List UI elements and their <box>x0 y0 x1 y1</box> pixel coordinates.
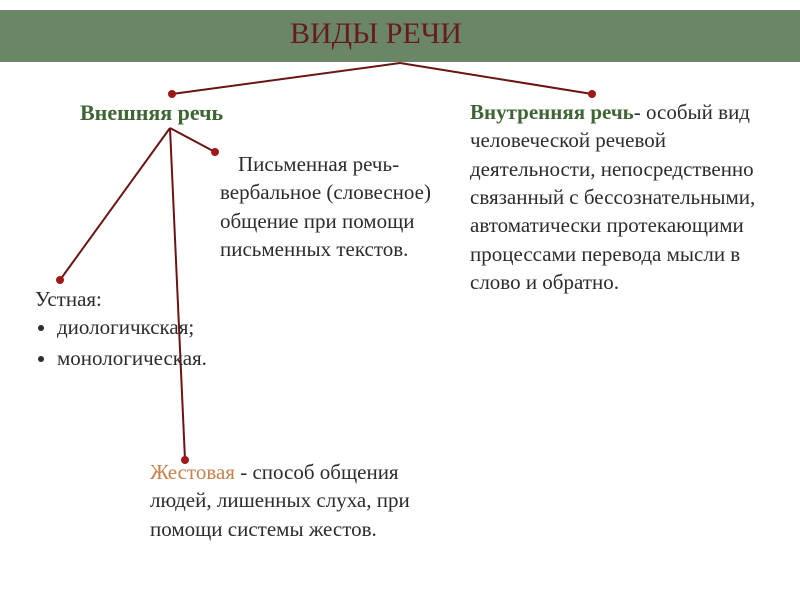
oral-list-item: диологичкская; <box>57 313 265 341</box>
external-heading: Внешняя речь <box>80 100 223 125</box>
written-speech-block: Письменная речь- вербальное (словесное) … <box>220 150 460 263</box>
gesture-sep: - <box>235 460 253 484</box>
title-text: ВИДЫ РЕЧИ <box>290 17 462 50</box>
oral-speech-block: Устная: диологичкская; монологическая. <box>35 285 265 374</box>
oral-heading: Устная: <box>35 285 265 313</box>
written-heading: Письменная речь <box>238 152 392 176</box>
internal-speech-block: Внутренняя речь- особый вид человеческой… <box>470 98 770 296</box>
oral-list-item: монологическая. <box>57 344 265 372</box>
gesture-speech-block: Жестовая - способ общения людей, лишенны… <box>150 458 460 543</box>
oral-list: диологичкская; монологическая. <box>57 313 265 372</box>
external-speech-heading-block: Внешняя речь <box>80 98 340 128</box>
written-dash: - <box>392 152 399 176</box>
internal-heading: Внутренняя речь <box>470 100 634 124</box>
diagram-title: ВИДЫ РЕЧИ <box>290 17 462 51</box>
gesture-heading: Жестовая <box>150 460 235 484</box>
written-body: вербальное (словесное) общение при помощ… <box>220 180 431 261</box>
top-connector <box>164 55 600 102</box>
internal-body: особый вид человеческой речевой деятельн… <box>470 100 755 294</box>
internal-dash: - <box>634 100 641 124</box>
